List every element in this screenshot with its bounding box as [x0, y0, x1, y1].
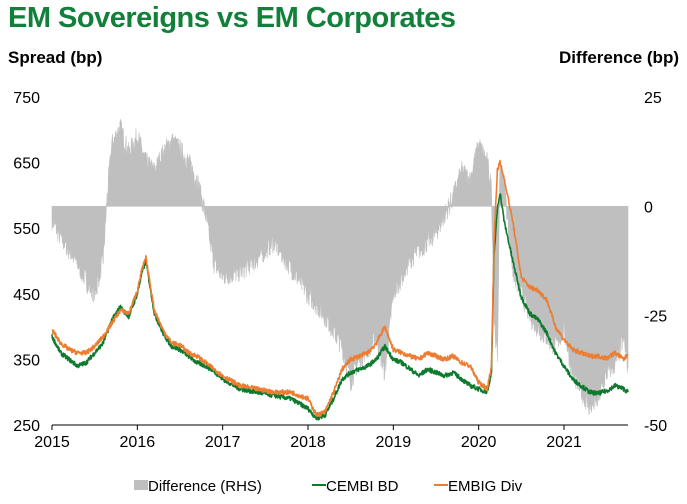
x-tick-label: 2016 — [120, 434, 156, 451]
line-layer — [51, 159, 629, 421]
y2-tick-label: 25 — [644, 90, 662, 107]
x-tick-label: 2020 — [461, 434, 497, 451]
legend-label: Difference (RHS) — [148, 478, 262, 495]
legend-swatch — [134, 480, 148, 490]
y-tick-label: 450 — [13, 287, 40, 304]
left-axis-label: Spread (bp) — [8, 48, 103, 67]
series-area-difference-rhs — [51, 118, 629, 416]
right-axis-label: Difference (bp) — [559, 48, 679, 67]
x-tick-label: 2019 — [376, 434, 412, 451]
tick-layer: 2015 2016 2017 2018 2019 2020 2021250350450550… — [13, 90, 667, 451]
series-line-embig-div — [51, 159, 629, 418]
x-tick-label: 2018 — [290, 434, 326, 451]
legend-label: EMBIG Div — [448, 478, 523, 495]
x-tick-label: 2015 — [34, 434, 70, 451]
x-tick-label: 2017 — [205, 434, 241, 451]
legend-label: CEMBI BD — [326, 478, 399, 495]
y-tick-label: 750 — [13, 90, 40, 107]
legend: Difference (RHS) CEMBI BD EMBIG Div — [134, 478, 523, 495]
x-tick-label: 2021 — [546, 434, 582, 451]
chart-title: EM Sovereigns vs EM Corporates — [8, 2, 456, 34]
y-tick-label: 350 — [13, 352, 40, 369]
y-tick-label: 250 — [13, 418, 40, 435]
y2-tick-label: -25 — [644, 309, 667, 326]
y-tick-label: 550 — [13, 221, 40, 238]
area-layer — [51, 118, 629, 416]
y2-tick-label: -50 — [644, 418, 667, 435]
y-tick-label: 650 — [13, 156, 40, 173]
y2-tick-label: 0 — [644, 199, 653, 216]
